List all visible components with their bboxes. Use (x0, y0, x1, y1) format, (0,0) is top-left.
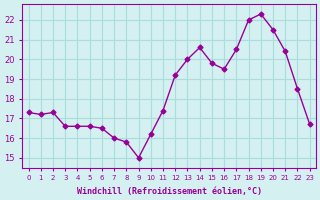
X-axis label: Windchill (Refroidissement éolien,°C): Windchill (Refroidissement éolien,°C) (76, 187, 262, 196)
